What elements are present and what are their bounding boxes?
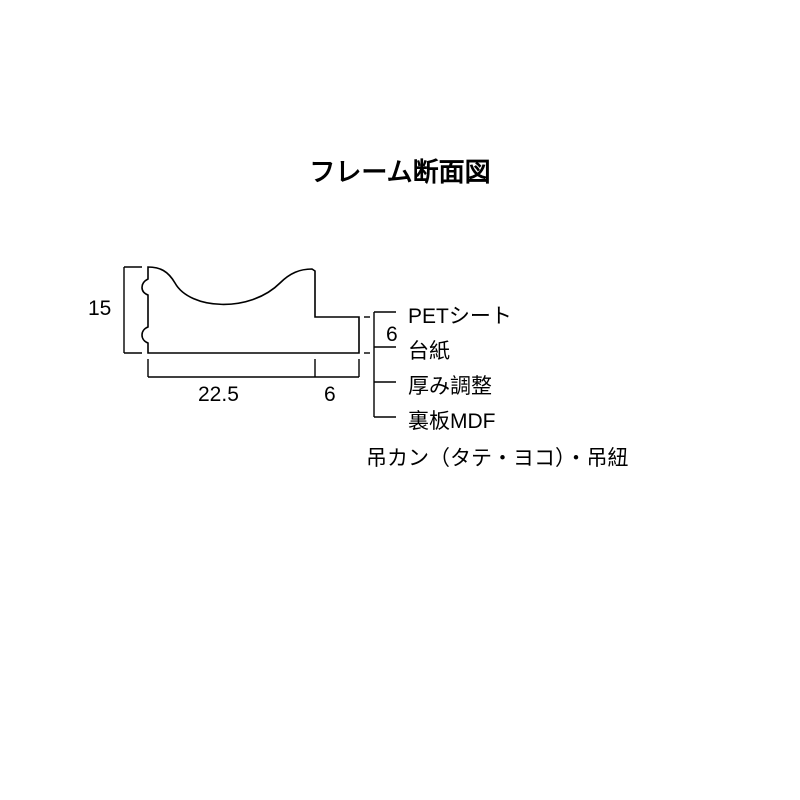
frame-profile-shape bbox=[120, 265, 370, 395]
layer-bracket bbox=[368, 302, 408, 452]
cross-section-diagram: 15 22.5 6 6 bbox=[90, 265, 390, 445]
legend-layer-3: 厚み調整 bbox=[408, 370, 492, 400]
dim-width-rabbet: 6 bbox=[324, 383, 336, 407]
legend-layer-2: 台紙 bbox=[408, 335, 450, 365]
dim-width-main: 22.5 bbox=[198, 383, 239, 407]
extra-note: 吊カン（タテ・ヨコ）・吊紐 bbox=[366, 442, 629, 472]
dim-height: 15 bbox=[88, 297, 111, 321]
diagram-title: フレーム断面図 bbox=[0, 152, 800, 189]
legend-layer-1: PETシート bbox=[408, 300, 512, 330]
legend-layer-4: 裏板MDF bbox=[408, 405, 496, 435]
